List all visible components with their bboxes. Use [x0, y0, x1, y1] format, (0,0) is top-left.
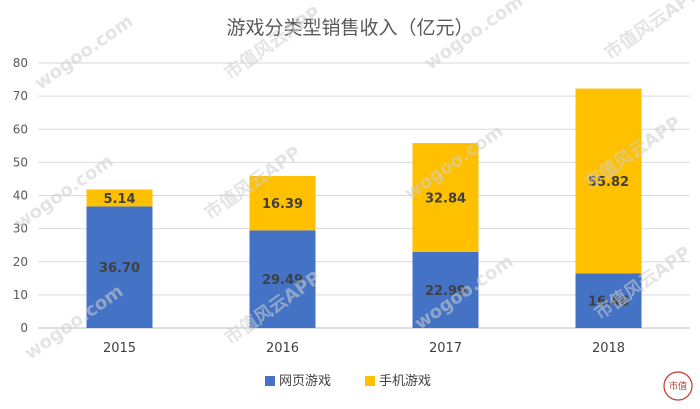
y-axis: 0 10 20 30 40 50 60 70 80: [13, 56, 28, 335]
chart-title: 游戏分类型销售收入（亿元）: [226, 17, 473, 39]
legend: 网页游戏 手机游戏: [265, 374, 431, 389]
data-labels: 36.70 5.14 29.49 16.39 22.99 32.84 16.46 55.82: [99, 175, 629, 310]
data-label: 29.49: [262, 273, 303, 288]
bar-segment: [249, 176, 316, 231]
data-label: 32.84: [425, 191, 466, 206]
x-tick-label: 2018: [592, 341, 625, 356]
y-tick-label: 50: [13, 155, 28, 169]
x-axis: 2015 2016 2017 2018: [103, 341, 625, 356]
logo-text: 市值: [669, 380, 687, 392]
data-label: 22.99: [425, 284, 466, 299]
watermark-text: 市值风云APP: [600, 0, 700, 64]
y-tick-label: 70: [13, 89, 28, 103]
watermark-text: wogoo.com: [31, 11, 137, 94]
data-label: 16.39: [262, 197, 303, 212]
legend-swatch: [265, 376, 275, 386]
y-tick-label: 80: [13, 56, 28, 70]
y-tick-label: 20: [13, 255, 28, 269]
bar-segment: [575, 88, 642, 274]
data-label: 55.82: [588, 175, 629, 190]
data-label: 16.46: [588, 295, 629, 310]
bar-segment: [412, 251, 479, 328]
y-tick-label: 30: [13, 222, 28, 236]
data-label: 36.70: [99, 261, 140, 276]
x-tick-label: 2017: [429, 341, 462, 356]
bar-series: [86, 88, 642, 328]
bar-segment: [249, 230, 316, 328]
y-tick-label: 10: [13, 288, 28, 302]
legend-swatch: [365, 376, 375, 386]
bar-segment: [86, 206, 153, 328]
y-tick-label: 40: [13, 189, 28, 203]
bar-segment: [575, 273, 642, 328]
logo-circle: [663, 371, 693, 401]
legend-label: 网页游戏: [279, 374, 331, 389]
bar-segment: [86, 189, 153, 207]
legend-label: 手机游戏: [379, 374, 431, 389]
data-label: 5.14: [103, 192, 135, 207]
logo: 市值: [663, 371, 693, 401]
bar-segment: [412, 143, 479, 252]
y-tick-label: 60: [13, 122, 28, 136]
y-tick-label: 0: [20, 321, 28, 335]
watermark-text: 市值风云APP: [220, 2, 325, 84]
x-tick-label: 2015: [103, 341, 136, 356]
x-tick-label: 2016: [266, 341, 299, 356]
